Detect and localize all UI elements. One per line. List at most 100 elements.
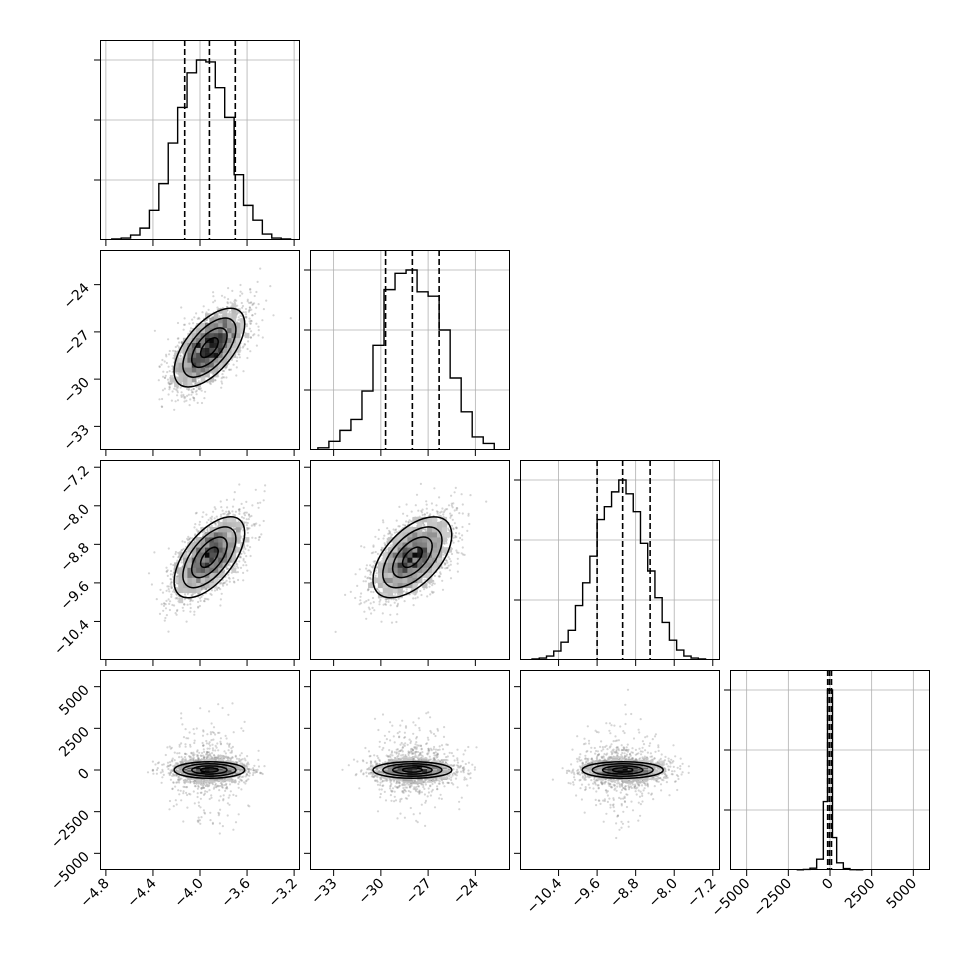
scatter-point [177, 338, 179, 340]
density-cell [227, 338, 232, 343]
density-cell [179, 377, 184, 382]
pair-2-0-panel: −10.4−9.6−8.8−8.0−7.2 [51, 460, 300, 666]
scatter-point [158, 379, 160, 381]
scatter-point [230, 301, 232, 303]
scatter-point [221, 382, 223, 384]
density-cell [245, 333, 250, 338]
scatter-point [205, 514, 207, 516]
scatter-point [170, 594, 172, 596]
scatter-point [166, 371, 168, 373]
scatter-point [235, 374, 237, 376]
x-tick-label: 5000 [884, 876, 921, 913]
scatter-point [236, 356, 238, 358]
scatter-point [232, 514, 234, 516]
scatter-point [212, 291, 214, 293]
pair-1-0-panel: −33−30−27−24 [61, 250, 300, 456]
density-cell [170, 377, 175, 382]
scatter-point [258, 539, 260, 541]
hist-2-panel [514, 460, 720, 666]
scatter-point [168, 388, 170, 390]
scatter-point [162, 371, 164, 373]
scatter-point [209, 593, 211, 595]
scatter-point [192, 322, 194, 324]
scatter-point [172, 350, 174, 352]
scatter-point [207, 598, 209, 600]
scatter-point [165, 375, 167, 377]
scatter-point [169, 609, 171, 611]
scatter-point [171, 365, 173, 367]
scatter-point [178, 341, 180, 343]
scatter-point [250, 291, 252, 293]
scatter-point [243, 512, 245, 514]
scatter-point [245, 501, 247, 503]
scatter-point [259, 268, 261, 270]
scatter-point [182, 607, 184, 609]
scatter-point [249, 350, 251, 352]
scatter-point [168, 381, 170, 383]
scatter-point [254, 525, 256, 527]
scatter-point [164, 360, 166, 362]
scatter-point [184, 541, 186, 543]
scatter-point [176, 560, 178, 562]
scatter-point [172, 390, 174, 392]
scatter-point [183, 400, 185, 402]
density-cell [205, 358, 210, 363]
scatter-point [250, 337, 252, 339]
scatter-point [193, 399, 195, 401]
scatter-point [245, 317, 247, 319]
scatter-point [214, 517, 216, 519]
scatter-point [164, 617, 166, 619]
scatter-point [151, 583, 153, 585]
scatter-point [238, 483, 240, 485]
scatter-point [263, 499, 265, 501]
hist-1-background [310, 250, 510, 450]
scatter-point [246, 570, 248, 572]
scatter-point [220, 598, 222, 600]
scatter-point [179, 355, 181, 357]
scatter-point [204, 598, 206, 600]
density-cell [187, 377, 192, 382]
scatter-point [201, 516, 203, 518]
scatter-point [180, 306, 182, 308]
scatter-point [201, 390, 203, 392]
scatter-point [195, 312, 197, 314]
scatter-point [158, 365, 160, 367]
scatter-point [238, 513, 240, 515]
scatter-point [227, 568, 229, 570]
scatter-point [189, 611, 191, 613]
scatter-point [166, 614, 168, 616]
y-tick-label: −8.0 [57, 501, 92, 536]
scatter-point [233, 364, 235, 366]
scatter-point [168, 603, 170, 605]
scatter-point [226, 580, 228, 582]
scatter-point [220, 380, 222, 382]
scatter-point [162, 376, 164, 378]
density-cell [236, 333, 241, 338]
scatter-point [239, 284, 241, 286]
scatter-point [194, 533, 196, 535]
scatter-point [201, 402, 203, 404]
scatter-point [258, 303, 260, 305]
scatter-point [242, 572, 244, 574]
scatter-point [248, 302, 250, 304]
scatter-point [212, 295, 214, 297]
scatter-point [236, 360, 238, 362]
scatter-point [201, 311, 203, 313]
scatter-point [199, 521, 201, 523]
scatter-point [177, 399, 179, 401]
scatter-point [168, 598, 170, 600]
scatter-point [242, 564, 244, 566]
scatter-point [168, 393, 170, 395]
scatter-point [232, 506, 234, 508]
scatter-point [159, 613, 161, 615]
scatter-point [229, 578, 231, 580]
scatter-point [162, 592, 164, 594]
scatter-point [255, 489, 257, 491]
scatter-point [239, 356, 241, 358]
scatter-point [263, 520, 265, 522]
scatter-point [195, 391, 197, 393]
scatter-point [188, 389, 190, 391]
scatter-point [241, 307, 243, 309]
scatter-point [204, 391, 206, 393]
y-tick-label: −33 [61, 422, 93, 454]
